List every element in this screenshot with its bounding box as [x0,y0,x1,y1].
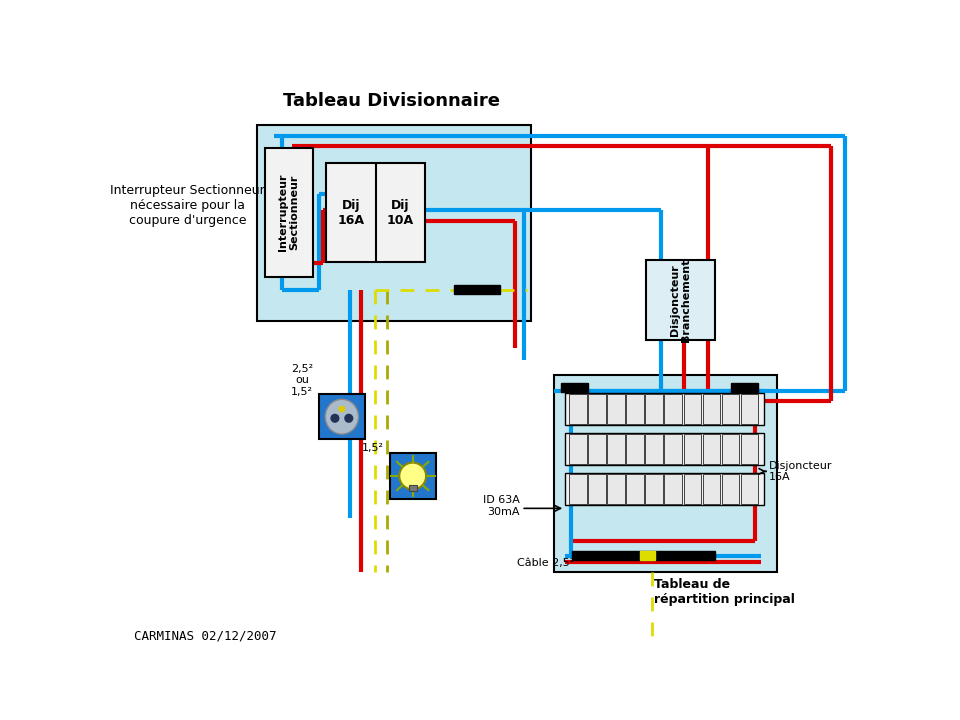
Bar [588,474,606,504]
Bar [409,485,417,492]
Bar [684,395,701,423]
Ellipse shape [399,463,426,490]
Bar [565,473,764,505]
Bar [664,434,682,464]
Text: Tableau Divisionnaire: Tableau Divisionnaire [283,91,500,109]
Bar [562,383,588,392]
Text: Tableau de
répartition principal: Tableau de répartition principal [654,577,795,606]
Bar [646,260,715,341]
Bar [569,434,587,464]
Bar [588,434,606,464]
Bar [569,395,587,423]
Text: ID 63A
30mA: ID 63A 30mA [483,495,519,517]
Bar [626,474,644,504]
Bar [722,474,739,504]
Text: CARMINAS 02/12/2007: CARMINAS 02/12/2007 [134,629,276,642]
Text: Interrupteur Sectionneur
nécessaire pour la
coupure d'urgence: Interrupteur Sectionneur nécessaire pour… [110,184,265,228]
Bar [741,434,758,464]
Bar [741,395,758,423]
Bar [607,434,625,464]
Bar [572,551,715,560]
Bar [645,474,663,504]
Bar [453,285,500,294]
Bar [554,375,777,572]
Circle shape [339,406,345,412]
Text: 1,5²: 1,5² [362,443,384,453]
Ellipse shape [325,400,358,434]
Bar [607,474,625,504]
Bar [703,434,720,464]
Bar [588,395,606,423]
Bar [722,395,739,423]
Bar [684,474,701,504]
Bar [664,395,682,423]
Text: Interrupteur
Sectionneur: Interrupteur Sectionneur [278,174,300,251]
Bar [645,434,663,464]
Text: Dij
16A: Dij 16A [338,199,365,227]
Bar [731,383,757,392]
Bar [639,551,656,560]
Bar [626,434,644,464]
Bar [265,148,313,277]
Circle shape [345,415,352,422]
Circle shape [331,415,339,422]
Bar [565,393,764,426]
Bar [607,395,625,423]
Bar [626,395,644,423]
Bar [390,453,436,499]
Bar [703,474,720,504]
Bar [684,434,701,464]
Bar [569,474,587,504]
Bar [722,434,739,464]
Text: Disjoncteur
Branchement: Disjoncteur Branchement [670,258,691,342]
Text: Disjoncteur
16A: Disjoncteur 16A [769,461,832,482]
Text: Câble 2,5²: Câble 2,5² [517,557,575,567]
Bar [565,433,764,465]
Bar [664,474,682,504]
Bar [326,163,425,262]
Bar [319,395,365,439]
Text: Dij
10A: Dij 10A [387,199,414,227]
Bar [741,474,758,504]
Bar [703,395,720,423]
Bar [257,125,531,321]
Bar [645,395,663,423]
Text: 2,5²
ou
1,5²: 2,5² ou 1,5² [291,364,313,397]
